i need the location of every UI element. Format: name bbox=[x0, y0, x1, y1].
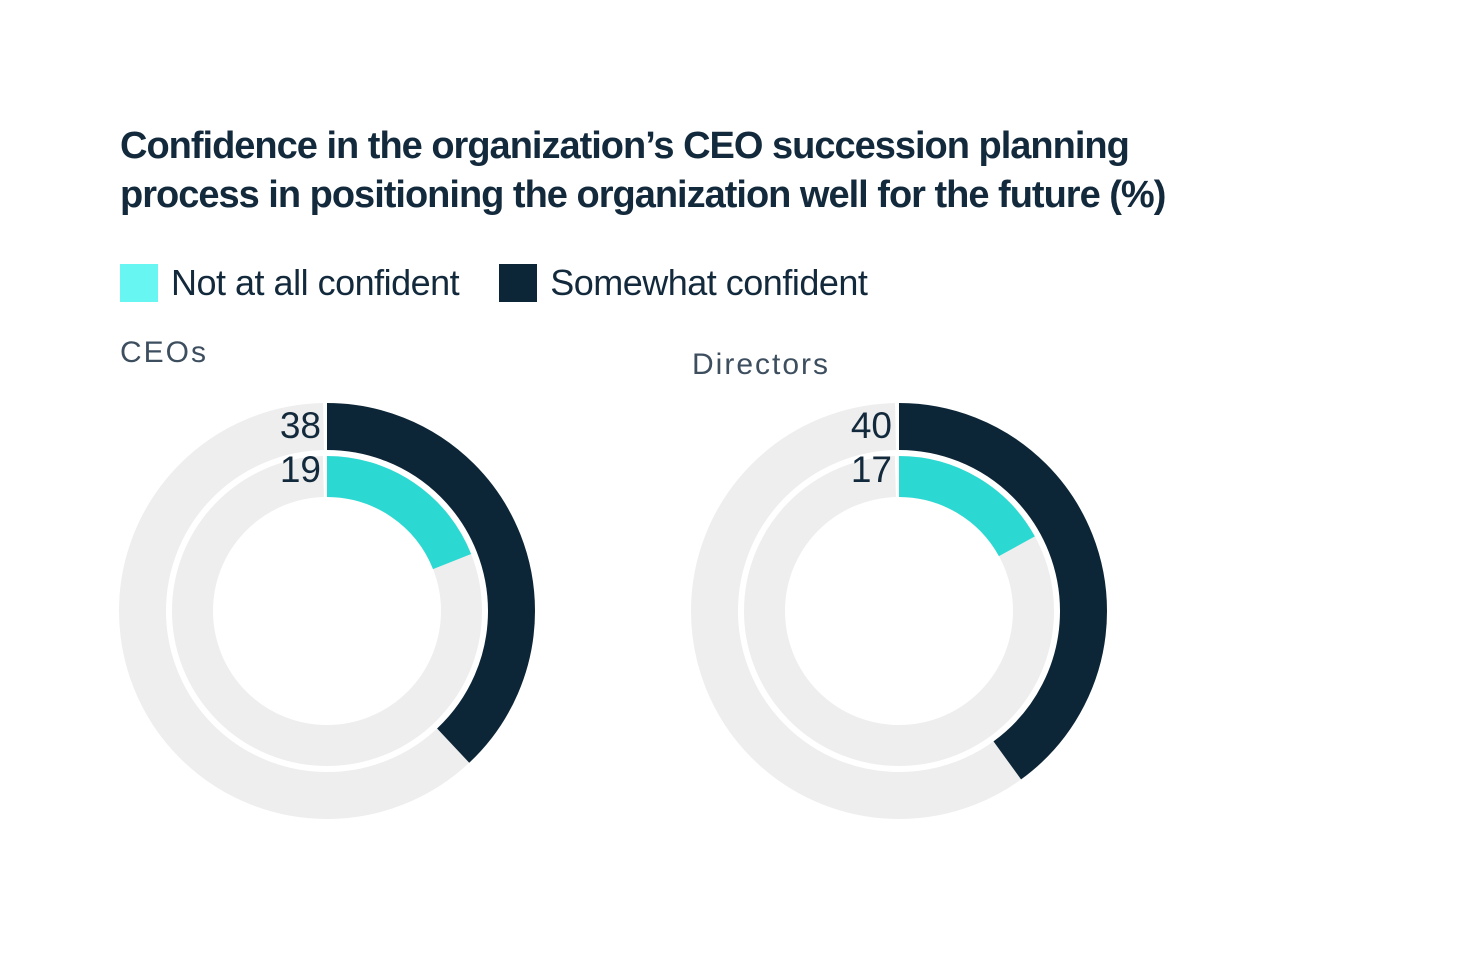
value-directors-not-at-all-confident: 17 bbox=[850, 449, 892, 490]
legend: Not at all confident Somewhat confident bbox=[120, 262, 868, 304]
legend-label-somewhat-confident: Somewhat confident bbox=[550, 262, 868, 303]
chart-title-line1: Confidence in the organization’s CEO suc… bbox=[120, 125, 1130, 167]
legend-swatch-somewhat-confident bbox=[499, 264, 538, 302]
legend-item-not-at-all-confident: Not at all confident bbox=[120, 262, 460, 304]
donut-chart-directors bbox=[691, 403, 1107, 819]
chart-title: Confidence in the organization’s CEO suc… bbox=[120, 122, 1166, 220]
donut-group-label-ceos: CEOs bbox=[120, 336, 209, 369]
donut-chart-ceos bbox=[119, 403, 535, 819]
value-ceos-not-at-all-confident: 19 bbox=[279, 449, 321, 490]
value-ceos-somewhat-confident: 38 bbox=[279, 405, 321, 446]
legend-item-somewhat-confident: Somewhat confident bbox=[499, 262, 868, 304]
legend-swatch-not-at-all-confident bbox=[120, 264, 158, 302]
legend-label-not-at-all-confident: Not at all confident bbox=[171, 262, 460, 303]
donut-group-label-directors: Directors bbox=[692, 348, 831, 381]
value-directors-somewhat-confident: 40 bbox=[850, 405, 892, 446]
chart-title-line2: process in positioning the organization … bbox=[120, 174, 1166, 216]
